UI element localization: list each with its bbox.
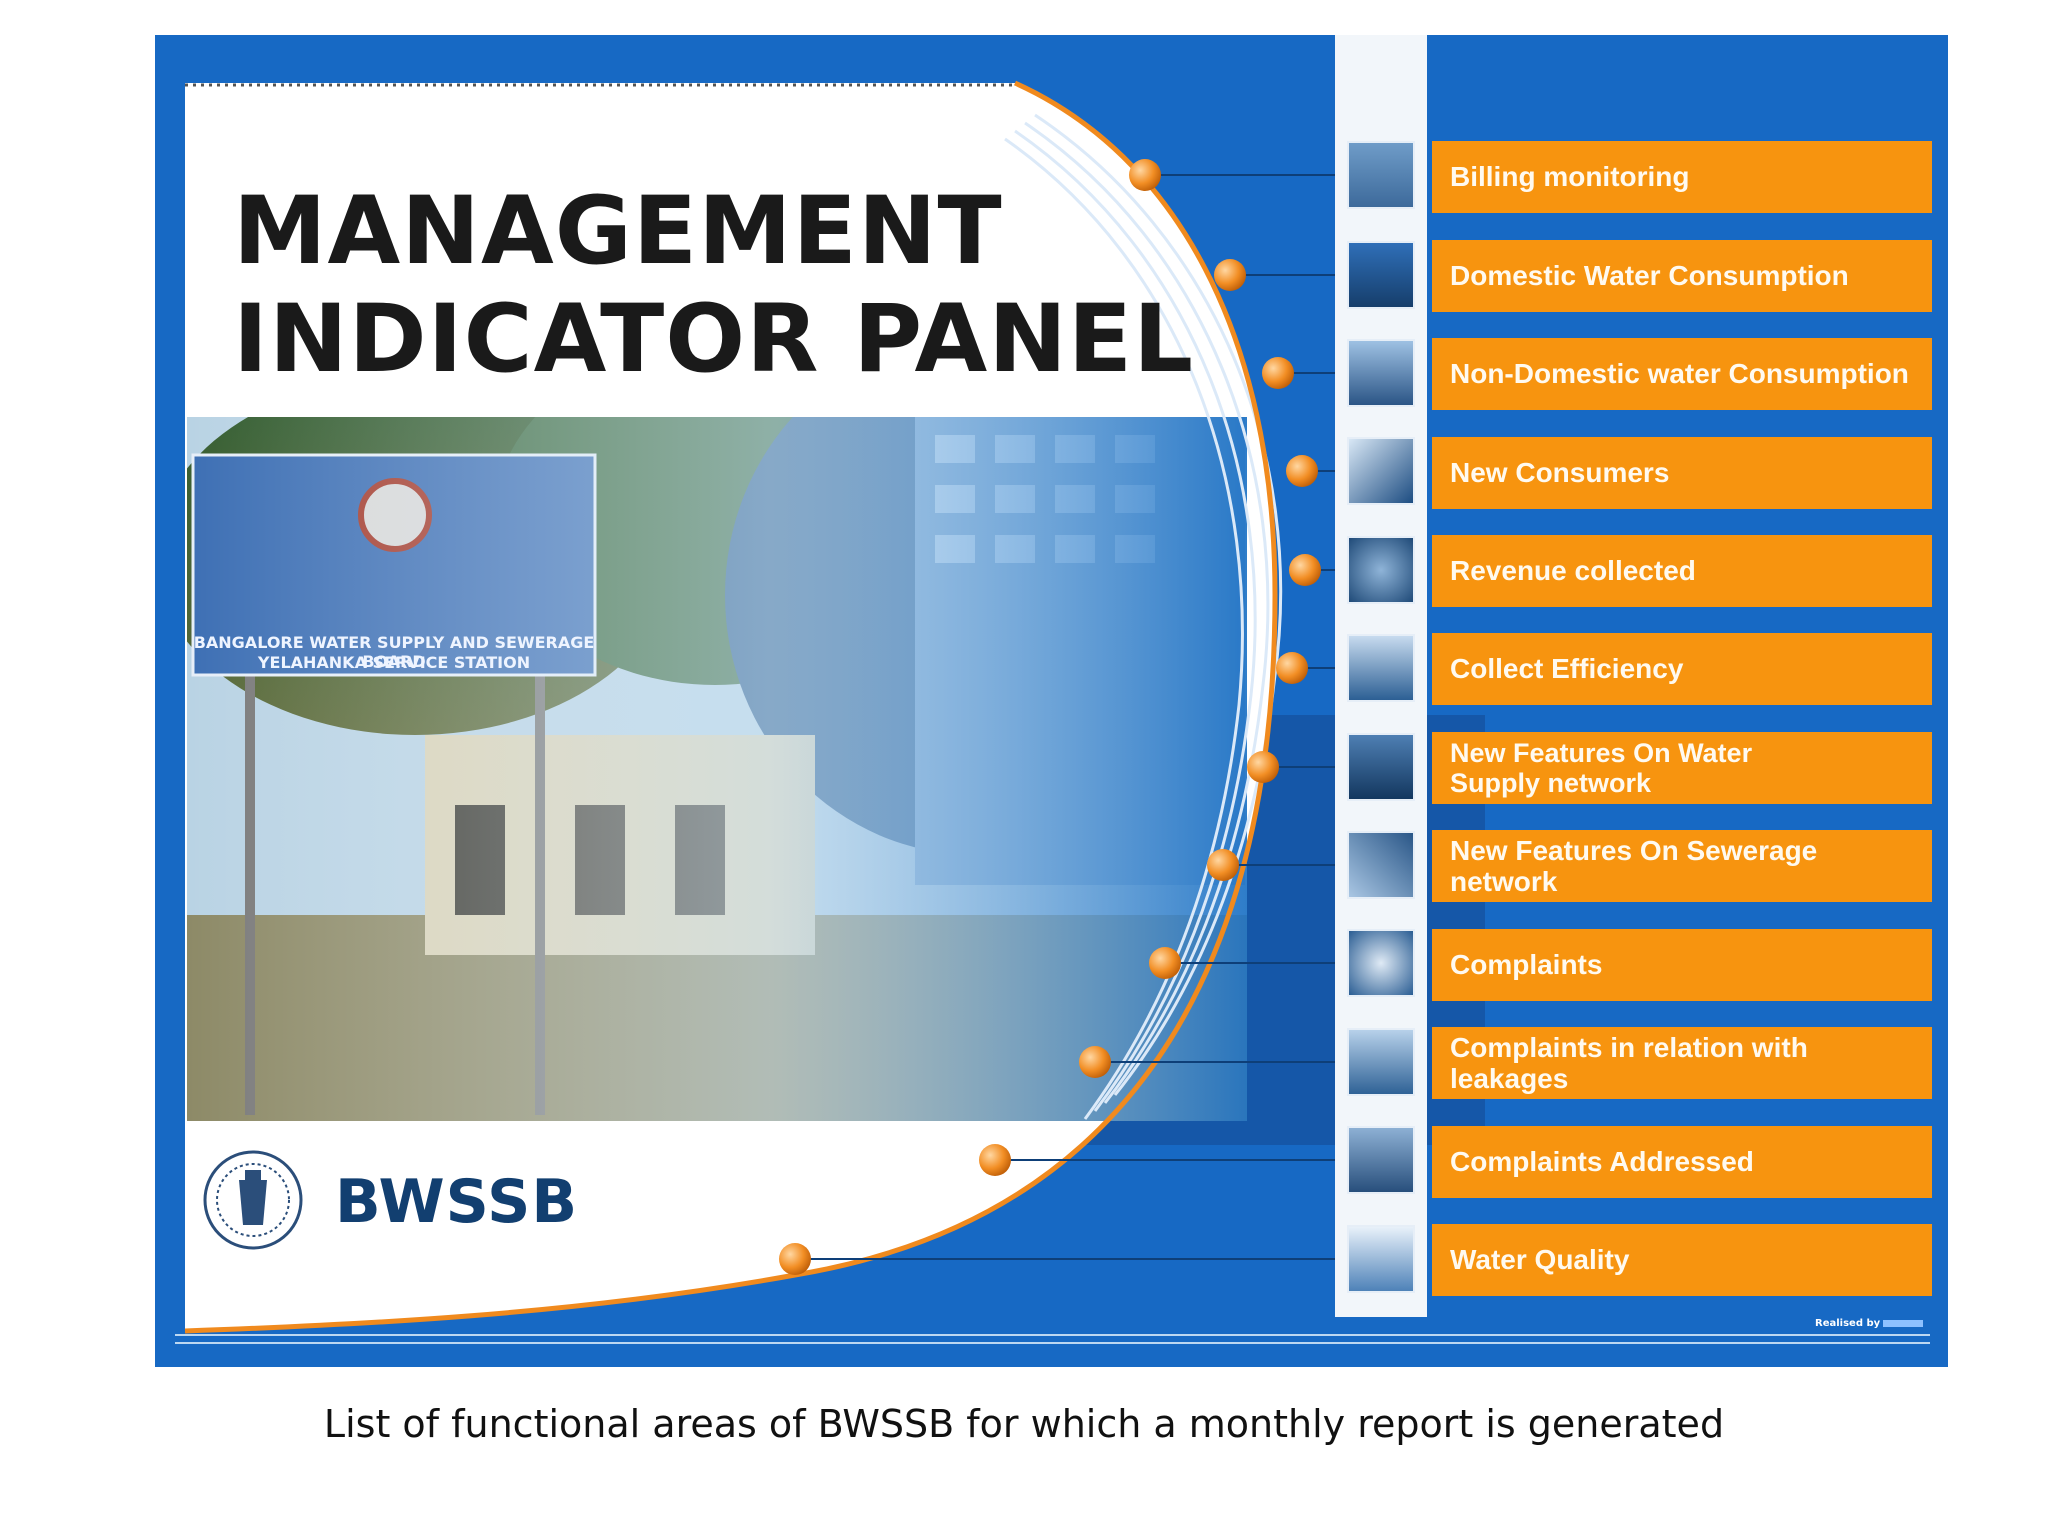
menu-item-label-line1: New Features On Water	[1450, 737, 1753, 768]
menu-item-label: Complaints Addressed	[1450, 1146, 1754, 1178]
menu-item-complaints-leakages[interactable]: Complaints in relation with leakages	[1432, 1027, 1932, 1099]
menu-item-revenue-collected[interactable]: Revenue collected	[1432, 535, 1932, 607]
panel-title-line1: MANAGEMENT	[233, 177, 1003, 286]
menu-item-label: New Consumers	[1450, 457, 1670, 489]
worker-icon[interactable]	[1347, 1126, 1415, 1194]
vendor-logo-icon	[1883, 1319, 1924, 1327]
panel-artwork	[175, 35, 1930, 1344]
industry-icon[interactable]	[1347, 339, 1415, 407]
menu-item-label: Domestic Water Consumption	[1450, 260, 1849, 292]
menu-item-label: Complaints in relation with leakages	[1450, 1031, 1808, 1094]
menu-item-non-domestic-water-consumption[interactable]: Non-Domestic water Consumption	[1432, 338, 1932, 410]
management-indicator-panel: MANAGEMENT INDICATOR PANEL BANGALORE WAT…	[155, 35, 1948, 1367]
menu-item-collect-efficiency[interactable]: Collect Efficiency	[1432, 633, 1932, 705]
sewerage-icon[interactable]	[1347, 831, 1415, 899]
menu-item-label: New Features On Sewerage network	[1450, 834, 1818, 897]
menu-item-label: Non-Domestic water Consumption	[1450, 358, 1909, 390]
menu-item-new-features-sewerage[interactable]: New Features On Sewerage network	[1432, 830, 1932, 902]
menu-item-label: Billing monitoring	[1450, 161, 1690, 193]
menu-item-complaints[interactable]: Complaints	[1432, 929, 1932, 1001]
menu-item-label: Revenue collected	[1450, 555, 1696, 587]
realised-by-credit: Realised by	[1815, 1318, 1924, 1329]
menu-item-label: Complaints	[1450, 949, 1603, 981]
consumers-icon[interactable]	[1347, 437, 1415, 505]
realised-by-text: Realised by	[1815, 1318, 1881, 1329]
slide-caption: List of functional areas of BWSSB for wh…	[323, 1402, 1725, 1446]
domestic-water-icon[interactable]	[1347, 241, 1415, 309]
bwssb-emblem-icon	[203, 1150, 303, 1250]
menu-item-label: Water Quality	[1450, 1244, 1630, 1276]
menu-item-water-quality[interactable]: Water Quality	[1432, 1224, 1932, 1296]
sign-text-line1: BANGALORE WATER SUPPLY AND SEWERAGE BOAR…	[193, 633, 595, 671]
menu-item-label: Collect Efficiency	[1450, 653, 1684, 685]
revenue-icon[interactable]	[1347, 536, 1415, 604]
menu-item-complaints-addressed[interactable]: Complaints Addressed	[1432, 1126, 1932, 1198]
billing-icon[interactable]	[1347, 141, 1415, 209]
complaints-icon[interactable]	[1347, 929, 1415, 997]
brand-name: BWSSB	[335, 1167, 579, 1237]
menu-item-billing-monitoring[interactable]: Billing monitoring	[1432, 141, 1932, 213]
menu-item-label-line2: Supply network	[1450, 768, 1652, 798]
water-drop-icon[interactable]	[1347, 1225, 1415, 1293]
menu-item-new-features-water-supply[interactable]: New Features On Water Supply network	[1432, 732, 1932, 804]
panel-title-line2: INDICATOR PANEL	[233, 285, 1195, 394]
water-network-icon[interactable]	[1347, 733, 1415, 801]
menu-item-new-consumers[interactable]: New Consumers	[1432, 437, 1932, 509]
sign-text-line2: YELAHANKA SERVICE STATION	[257, 653, 531, 672]
leakage-icon[interactable]	[1347, 1028, 1415, 1096]
service-station-sign: BANGALORE WATER SUPPLY AND SEWERAGE BOAR…	[193, 455, 595, 675]
calculator-icon[interactable]	[1347, 634, 1415, 702]
menu-item-domestic-water-consumption[interactable]: Domestic Water Consumption	[1432, 240, 1932, 312]
